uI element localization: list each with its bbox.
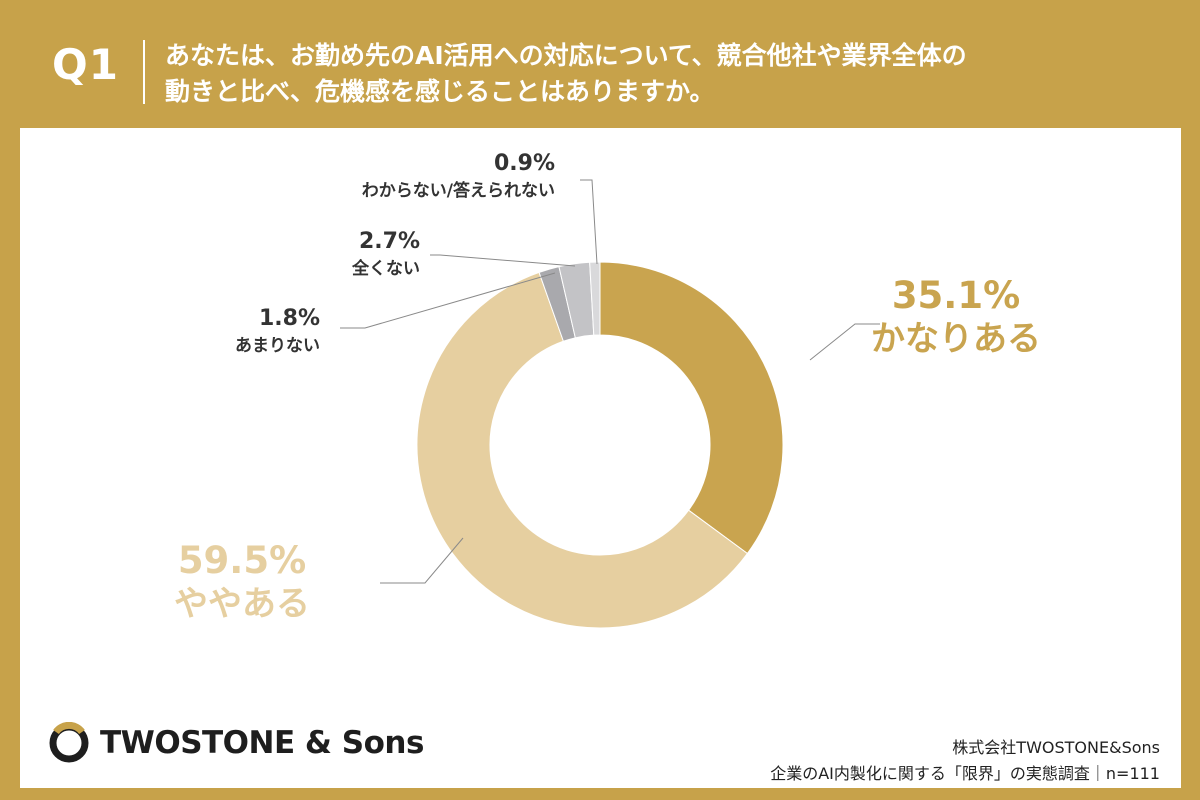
slice-1 <box>416 271 749 629</box>
company-name: 株式会社TWOSTONE&Sons <box>952 738 1160 757</box>
credit: 株式会社TWOSTONE&Sons 企業のAI内製化に関する「限界」の実態調査｜… <box>770 735 1160 787</box>
chart-card: 35.1% かなりある 59.5% ややある 1.8% あまりない 2.7% 全くない 0.9%… <box>20 128 1181 788</box>
logo-text: TWOSTONE & Sons <box>100 725 424 761</box>
leader-line-3 <box>430 254 576 267</box>
question-text: あなたは、お勤め先のAI活用への対応について、競合他社や業界全体の 動きと比べ、… <box>165 38 1065 110</box>
leader-line-4 <box>580 179 598 265</box>
category-label-4: わからない/答えられない <box>362 180 555 201</box>
slice-0 <box>599 261 784 555</box>
header-divider <box>143 40 145 104</box>
value-label-0: 35.1% <box>892 274 1020 317</box>
logo: TWOSTONE & Sons <box>48 722 424 764</box>
leader-line-0 <box>809 323 880 361</box>
category-label-1: ややある <box>174 584 310 624</box>
logo-ring-icon <box>49 722 89 763</box>
question-line-1: あなたは、お勤め先のAI活用への対応について、競合他社や業界全体の <box>165 41 967 70</box>
value-label-1: 59.5% <box>178 539 306 582</box>
header: Q1 あなたは、お勤め先のAI活用への対応について、競合他社や業界全体の 動きと… <box>0 0 1200 125</box>
value-label-2: 1.8% <box>259 306 320 331</box>
question-line-2: 動きと比べ、危機感を感じることはありますか。 <box>165 77 715 106</box>
category-label-2: あまりない <box>235 336 320 356</box>
value-label-4: 0.9% <box>494 151 555 176</box>
leader-line-2 <box>340 272 556 329</box>
donut-chart: 35.1%かなりある 59.5%ややある 1.8% あまりない 2.7% 全くない 0.9%… <box>174 151 1041 629</box>
slice-4 <box>589 261 601 336</box>
leader-line-1 <box>380 537 464 584</box>
question-number: Q1 <box>52 40 119 89</box>
category-label-0: かなりある <box>871 319 1041 359</box>
category-label-3: 全くない <box>351 258 420 279</box>
value-label-3: 2.7% <box>359 229 420 254</box>
survey-title: 企業のAI内製化に関する「限界」の実態調査｜n=111 <box>770 764 1160 783</box>
